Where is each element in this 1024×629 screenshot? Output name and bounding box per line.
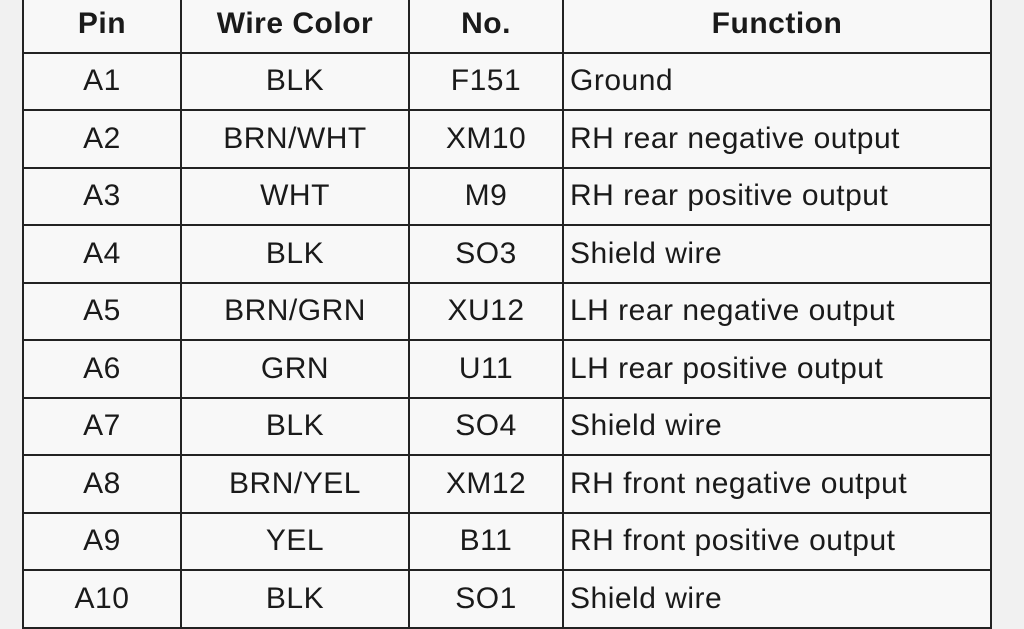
no-cell: M9 [408, 166, 564, 226]
wire-color-cell: BLK [180, 51, 410, 111]
wire-color-cell: WHT [180, 166, 410, 226]
wire-color-cell: YEL [180, 511, 410, 571]
no-cell: SO4 [408, 396, 564, 456]
pin-cell: A7 [22, 396, 182, 456]
table-row: A3 WHT M9 RH rear positive output [22, 166, 992, 226]
pin-cell: A6 [22, 339, 182, 399]
table-row: A9 YEL B11 RH front positive output [22, 511, 992, 571]
table-row: A2 BRN/WHT XM10 RH rear negative output [22, 109, 992, 169]
header-no: No. [408, 0, 564, 54]
function-cell: RH front negative output [562, 454, 992, 514]
no-cell: F151 [408, 51, 564, 111]
no-cell: SO3 [408, 224, 564, 284]
table-row: A10 BLK SO1 Shield wire [22, 569, 992, 629]
wire-color-cell: BRN/YEL [180, 454, 410, 514]
function-cell: RH rear negative output [562, 109, 992, 169]
wire-color-cell: BLK [180, 569, 410, 629]
table-row: A1 BLK F151 Ground [22, 51, 992, 111]
pin-cell: A4 [22, 224, 182, 284]
no-cell: U11 [408, 339, 564, 399]
function-cell: Shield wire [562, 396, 992, 456]
no-cell: XM10 [408, 109, 564, 169]
wire-color-cell: GRN [180, 339, 410, 399]
table-row: A4 BLK SO3 Shield wire [22, 224, 992, 284]
pin-cell: A9 [22, 511, 182, 571]
pin-cell: A3 [22, 166, 182, 226]
pin-cell: A5 [22, 281, 182, 341]
function-cell: LH rear negative output [562, 281, 992, 341]
function-cell: Shield wire [562, 569, 992, 629]
header-wire-color: Wire Color [180, 0, 410, 54]
header-row: Pin Wire Color No. Function [22, 0, 992, 54]
function-cell: Ground [562, 51, 992, 111]
table-row: A6 GRN U11 LH rear positive output [22, 339, 992, 399]
table-row: A7 BLK SO4 Shield wire [22, 396, 992, 456]
pin-cell: A2 [22, 109, 182, 169]
wire-color-cell: BLK [180, 224, 410, 284]
no-cell: XM12 [408, 454, 564, 514]
function-cell: Shield wire [562, 224, 992, 284]
table-row: A8 BRN/YEL XM12 RH front negative output [22, 454, 992, 514]
wire-color-cell: BLK [180, 396, 410, 456]
pin-cell: A10 [22, 569, 182, 629]
function-cell: RH rear positive output [562, 166, 992, 226]
function-cell: LH rear positive output [562, 339, 992, 399]
header-function: Function [562, 0, 992, 54]
function-cell: RH front positive output [562, 511, 992, 571]
table-row: A5 BRN/GRN XU12 LH rear negative output [22, 281, 992, 341]
no-cell: B11 [408, 511, 564, 571]
header-pin: Pin [22, 0, 182, 54]
pin-table: Pin Wire Color No. Function A1 BLK F151 Gro… [22, 0, 992, 629]
wire-color-cell: BRN/GRN [180, 281, 410, 341]
no-cell: XU12 [408, 281, 564, 341]
wire-color-cell: BRN/WHT [180, 109, 410, 169]
no-cell: SO1 [408, 569, 564, 629]
pin-cell: A8 [22, 454, 182, 514]
pin-cell: A1 [22, 51, 182, 111]
